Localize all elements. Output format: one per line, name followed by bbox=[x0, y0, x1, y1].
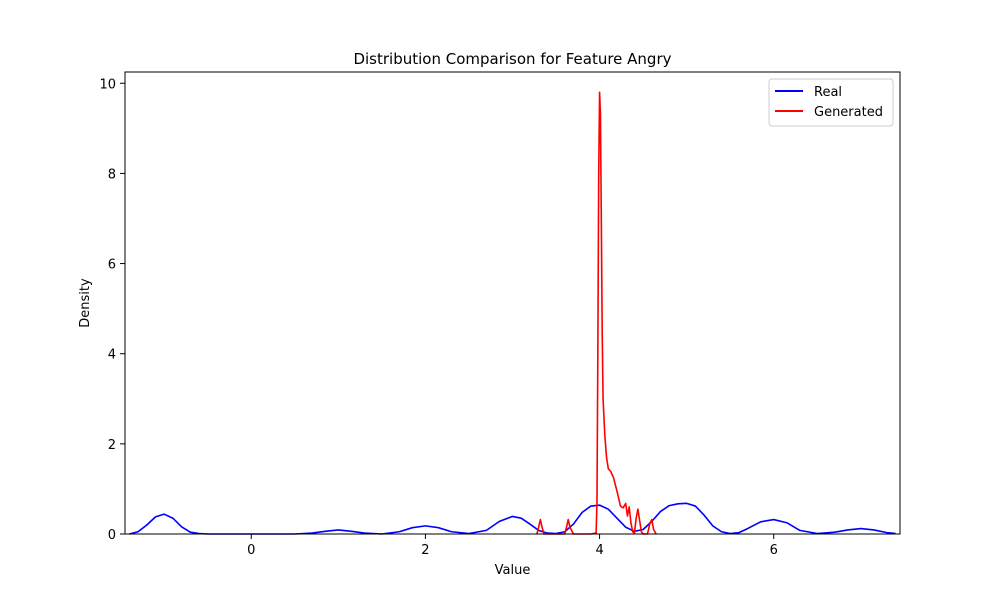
x-tick-label: 6 bbox=[770, 543, 778, 558]
y-tick-label: 4 bbox=[108, 348, 116, 363]
y-tick-label: 2 bbox=[108, 438, 116, 453]
chart-title: Distribution Comparison for Feature Angr… bbox=[353, 50, 671, 68]
x-axis-label: Value bbox=[495, 563, 531, 578]
y-axis-label: Density bbox=[78, 278, 93, 328]
x-tick-label: 4 bbox=[595, 543, 603, 558]
y-tick-label: 6 bbox=[108, 258, 116, 273]
x-tick-label: 0 bbox=[247, 543, 255, 558]
y-tick-label: 10 bbox=[99, 77, 116, 92]
legend-label-generated: Generated bbox=[814, 105, 883, 120]
plot-frame bbox=[124, 71, 901, 535]
x-tick-label: 2 bbox=[421, 543, 429, 558]
legend: Real Generated bbox=[768, 78, 894, 127]
y-tick-label: 8 bbox=[108, 167, 116, 182]
y-axis-ticks: 0 2 4 6 8 10 bbox=[99, 77, 125, 543]
y-tick-label: 0 bbox=[108, 528, 116, 543]
x-axis-ticks: 0 2 4 6 bbox=[247, 534, 778, 558]
legend-label-real: Real bbox=[814, 85, 842, 100]
series-line-generated bbox=[536, 91, 657, 535]
